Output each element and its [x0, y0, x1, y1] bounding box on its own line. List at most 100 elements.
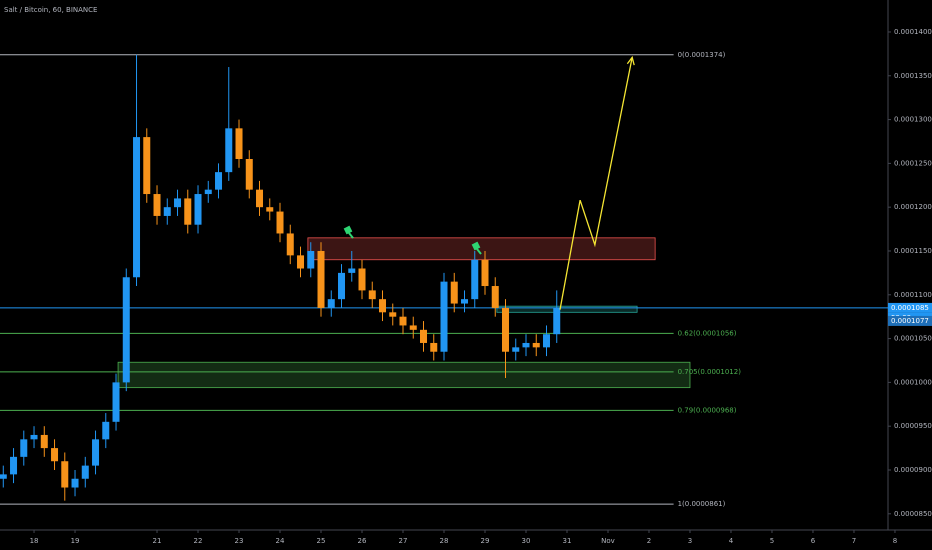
candle-body	[420, 329, 428, 343]
candle-body	[204, 189, 212, 195]
zone	[117, 361, 691, 389]
prev-price-box	[888, 315, 932, 326]
y-tick-label: 0.0001050	[894, 335, 932, 343]
candle-body	[143, 137, 151, 195]
candle-body	[501, 307, 509, 352]
candle-body	[61, 461, 69, 488]
x-tick-label: 31	[563, 537, 572, 545]
candle-body	[10, 456, 18, 475]
candle-body	[389, 312, 397, 317]
candle-body	[256, 189, 264, 208]
y-tick-label: 0.0001100	[894, 291, 932, 299]
last-price-label: 0.0001085	[891, 304, 929, 312]
candle-body	[194, 194, 202, 225]
candle-body	[522, 342, 530, 348]
candle-body	[225, 128, 233, 173]
candle-body	[266, 207, 274, 212]
candle-body	[358, 268, 366, 291]
candle-body	[51, 448, 59, 462]
candle-body	[30, 434, 38, 440]
candle-body	[481, 259, 489, 287]
candle-body	[286, 233, 294, 256]
x-tick-label: 8	[893, 537, 897, 545]
candle-body	[235, 128, 243, 159]
chart-title: Salt / Bitcoin, 60, BINANCE	[4, 6, 97, 14]
arrow-head	[626, 55, 635, 66]
fib-label: 0.79(0.0000968)	[678, 406, 737, 414]
fib-label: 0.705(0.0001012)	[678, 368, 742, 376]
candle-body	[471, 259, 479, 300]
y-tick-label: 0.0001000	[894, 378, 932, 386]
candle-body	[245, 159, 253, 190]
candle-body	[379, 299, 387, 313]
zone	[496, 305, 638, 313]
zone	[307, 237, 656, 261]
x-tick-label: 22	[194, 537, 203, 545]
candle-body	[153, 194, 161, 216]
candle-body	[112, 382, 120, 422]
x-tick-label: 28	[440, 537, 449, 545]
candle-body	[450, 281, 458, 304]
marker-icon	[471, 241, 482, 255]
candle-body	[184, 198, 192, 225]
y-tick-label: 0.0001200	[894, 203, 932, 211]
candle-body	[276, 211, 284, 234]
candle-body	[430, 342, 438, 352]
x-tick-label: 27	[399, 537, 408, 545]
projection-arrow	[559, 57, 633, 310]
candle-body	[553, 307, 561, 335]
y-tick-label: 0.0001150	[894, 247, 932, 255]
candle-body	[532, 342, 540, 348]
x-tick-label: 21	[153, 537, 162, 545]
prev-price-label: 0.0001077	[891, 317, 929, 325]
x-tick-label: 29	[481, 537, 490, 545]
candle-body	[399, 316, 407, 326]
candle-body	[460, 299, 468, 304]
candle-body	[317, 250, 325, 308]
candle-body	[122, 277, 130, 383]
x-tick-label: 7	[852, 537, 856, 545]
candle-body	[20, 439, 28, 457]
x-tick-label: 6	[811, 537, 816, 545]
y-tick-label: 0.0001300	[894, 116, 932, 124]
fib-label: 0(0.0001374)	[678, 51, 726, 59]
x-tick-label: 25	[317, 537, 326, 545]
x-tick-label: 23	[235, 537, 244, 545]
x-tick-label: 24	[276, 537, 285, 545]
last-price-box	[888, 302, 932, 313]
markers	[343, 225, 482, 255]
candle-body	[297, 255, 305, 269]
x-tick-label: Nov	[601, 537, 615, 545]
candle-body	[542, 334, 550, 348]
x-tick-label: 2	[647, 537, 651, 545]
y-tick-label: 0.0001400	[894, 28, 932, 36]
candle-body	[338, 272, 346, 300]
x-tick-label: 18	[30, 537, 39, 545]
x-tick-label: 5	[770, 537, 774, 545]
candle-body	[440, 281, 448, 352]
y-tick-label: 0.0001350	[894, 72, 932, 80]
candle-body	[174, 198, 182, 208]
y-tick-label: 0.0001250	[894, 159, 932, 167]
candle-body	[368, 290, 376, 300]
candle-body	[327, 299, 335, 308]
candle-body	[92, 439, 100, 466]
candle-body	[512, 347, 520, 352]
marker-icon	[343, 225, 354, 239]
y-tick-label: 0.0000850	[894, 510, 932, 518]
y-tick-label: 0.0000900	[894, 466, 932, 474]
x-tick-label: 26	[358, 537, 367, 545]
x-tick-label: 19	[71, 537, 80, 545]
fib-label: 1(0.0000861)	[678, 500, 726, 508]
candle-body	[491, 286, 499, 308]
x-tick-label: 4	[729, 537, 734, 545]
candle-body	[348, 268, 356, 273]
candle-body	[102, 421, 110, 440]
x-tick-label: 3	[688, 537, 692, 545]
candle-body	[215, 172, 223, 190]
candle-body	[133, 137, 141, 278]
candle-body	[163, 207, 171, 216]
candle-body	[0, 474, 7, 479]
